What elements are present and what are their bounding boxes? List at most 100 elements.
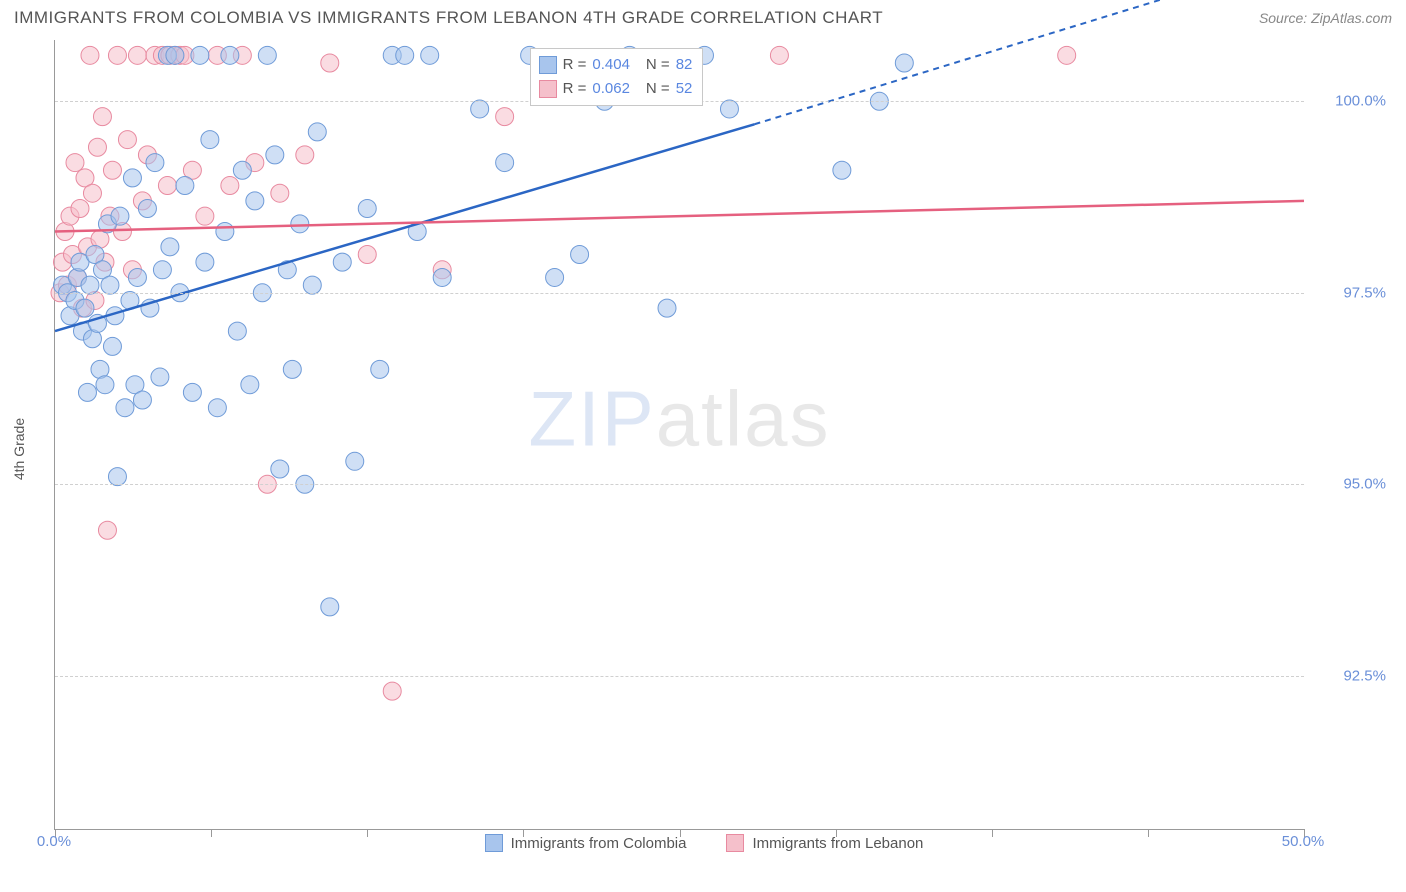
chart-title: IMMIGRANTS FROM COLOMBIA VS IMMIGRANTS F… <box>14 8 883 28</box>
data-point <box>96 376 114 394</box>
data-point <box>358 200 376 218</box>
gridline <box>55 293 1304 294</box>
x-tick-label: 50.0% <box>1282 833 1325 850</box>
data-point <box>216 223 234 241</box>
y-tick-label: 97.5% <box>1343 284 1386 301</box>
scatter-svg <box>55 40 1304 829</box>
data-point <box>246 192 264 210</box>
series-legend: Immigrants from Colombia Immigrants from… <box>14 834 1394 852</box>
data-point <box>241 376 259 394</box>
stats-row-colombia: R = 0.404 N = 82 <box>539 53 693 77</box>
data-point <box>833 161 851 179</box>
data-point <box>546 268 564 286</box>
y-tick-label: 100.0% <box>1335 93 1386 110</box>
data-point <box>123 169 141 187</box>
data-point <box>98 521 116 539</box>
data-point <box>81 46 99 64</box>
data-point <box>191 46 209 64</box>
gridline <box>55 676 1304 677</box>
colombia-swatch-icon <box>485 834 503 852</box>
data-point <box>496 108 514 126</box>
data-point <box>83 184 101 202</box>
data-point <box>358 245 376 263</box>
data-point <box>196 253 214 271</box>
data-point <box>208 399 226 417</box>
data-point <box>66 154 84 172</box>
data-point <box>258 46 276 64</box>
data-point <box>496 154 514 172</box>
data-point <box>433 268 451 286</box>
data-point <box>396 46 414 64</box>
data-point <box>176 177 194 195</box>
data-point <box>291 215 309 233</box>
data-point <box>133 391 151 409</box>
data-point <box>76 299 94 317</box>
data-point <box>103 161 121 179</box>
plot-area: ZIPatlas R = 0.404 N = 82 R = 0.062 N = … <box>54 40 1304 830</box>
data-point <box>201 131 219 149</box>
data-point <box>658 299 676 317</box>
data-point <box>346 452 364 470</box>
data-point <box>371 360 389 378</box>
data-point <box>128 268 146 286</box>
stats-legend-box: R = 0.404 N = 82 R = 0.062 N = 52 <box>530 48 704 106</box>
data-point <box>146 154 164 172</box>
data-point <box>196 207 214 225</box>
data-point <box>1058 46 1076 64</box>
source-attribution: Source: ZipAtlas.com <box>1259 10 1392 26</box>
data-point <box>103 337 121 355</box>
legend-item-colombia: Immigrants from Colombia <box>485 834 687 852</box>
data-point <box>321 54 339 72</box>
y-axis-label: 4th Grade <box>11 418 27 480</box>
data-point <box>720 100 738 118</box>
lebanon-swatch <box>539 80 557 98</box>
data-point <box>118 131 136 149</box>
data-point <box>571 245 589 263</box>
data-point <box>101 276 119 294</box>
data-point <box>71 200 89 218</box>
data-point <box>111 207 129 225</box>
data-point <box>128 46 146 64</box>
data-point <box>271 184 289 202</box>
data-point <box>221 177 239 195</box>
data-point <box>421 46 439 64</box>
data-point <box>383 682 401 700</box>
y-tick-label: 95.0% <box>1343 476 1386 493</box>
lebanon-swatch-icon <box>726 834 744 852</box>
data-point <box>93 108 111 126</box>
data-point <box>151 368 169 386</box>
data-point <box>228 322 246 340</box>
data-point <box>221 46 239 64</box>
data-point <box>770 46 788 64</box>
data-point <box>271 460 289 478</box>
data-point <box>296 146 314 164</box>
gridline <box>55 484 1304 485</box>
data-point <box>78 383 96 401</box>
data-point <box>321 598 339 616</box>
y-tick-label: 92.5% <box>1343 667 1386 684</box>
x-tick-label: 0.0% <box>37 833 71 850</box>
data-point <box>333 253 351 271</box>
chart-container: 4th Grade ZIPatlas R = 0.404 N = 82 R = … <box>14 40 1394 858</box>
data-point <box>166 46 184 64</box>
colombia-swatch <box>539 56 557 74</box>
data-point <box>183 383 201 401</box>
data-point <box>308 123 326 141</box>
data-point <box>108 46 126 64</box>
data-point <box>138 200 156 218</box>
data-point <box>233 161 251 179</box>
stats-row-lebanon: R = 0.062 N = 52 <box>539 77 693 101</box>
data-point <box>153 261 171 279</box>
data-point <box>81 276 99 294</box>
source-link[interactable]: ZipAtlas.com <box>1311 10 1392 26</box>
trend-line <box>55 201 1304 232</box>
data-point <box>895 54 913 72</box>
data-point <box>303 276 321 294</box>
data-point <box>116 399 134 417</box>
legend-item-lebanon: Immigrants from Lebanon <box>726 834 923 852</box>
data-point <box>266 146 284 164</box>
data-point <box>158 177 176 195</box>
data-point <box>471 100 489 118</box>
data-point <box>88 138 106 156</box>
data-point <box>161 238 179 256</box>
